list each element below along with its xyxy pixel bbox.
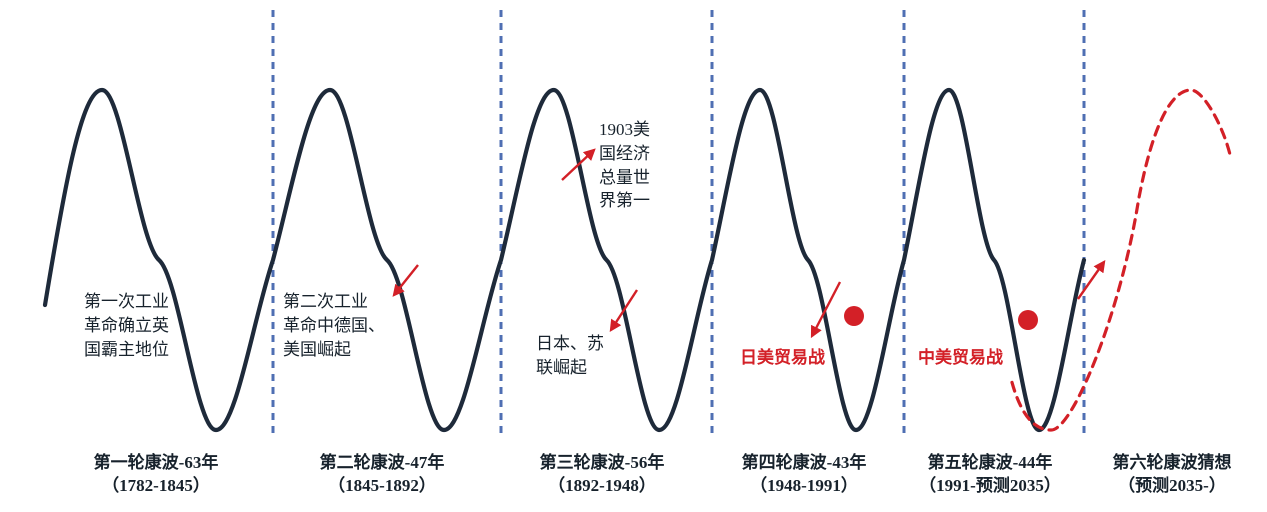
wave-title-line1: 第五轮康波-44年: [885, 452, 1095, 475]
wave-title-line2: （预测2035-）: [1067, 475, 1267, 498]
wave-title-line2: （1845-1892）: [277, 475, 487, 498]
wave-title-line2: （1782-1845）: [51, 475, 261, 498]
dot-us-jp: [844, 306, 864, 326]
chart-svg: [0, 0, 1267, 512]
dot-us-cn: [1018, 310, 1038, 330]
anno-us-cn-trade: 中美贸易战: [918, 346, 1003, 370]
wave-title-line2: （1991-预测2035）: [885, 475, 1095, 498]
anno-us-jp-trade: 日美贸易战: [740, 346, 825, 370]
wave-title-line1: 第三轮康波-56年: [497, 452, 707, 475]
wave-title-6: 第六轮康波猜想（预测2035-）: [1067, 452, 1267, 498]
projection-wave-line: [1012, 90, 1230, 430]
wave-title-5: 第五轮康波-44年（1991-预测2035）: [885, 452, 1095, 498]
wave-title-line1: 第一轮康波-63年: [51, 452, 261, 475]
kondratiev-waves-diagram: 第一轮康波-63年（1782-1845） 第二轮康波-47年（1845-1892）…: [0, 0, 1267, 512]
wave-title-3: 第三轮康波-56年（1892-1948）: [497, 452, 707, 498]
wave-title-line1: 第二轮康波-47年: [277, 452, 487, 475]
wave-title-line2: （1892-1948）: [497, 475, 707, 498]
wave-title-line1: 第六轮康波猜想: [1067, 452, 1267, 475]
anno-industrial-1: 第一次工业 革命确立英 国霸主地位: [84, 290, 169, 361]
anno-industrial-2: 第二次工业 革命中德国、 美国崛起: [283, 290, 385, 361]
wave-title-1: 第一轮康波-63年（1782-1845）: [51, 452, 261, 498]
anno-us-1903: 1903美 国经济 总量世 界第一: [599, 118, 650, 213]
wave-title-line1: 第四轮康波-43年: [699, 452, 909, 475]
wave-title-4: 第四轮康波-43年（1948-1991）: [699, 452, 909, 498]
arrow-jpussr: [611, 290, 637, 330]
wave-title-line2: （1948-1991）: [699, 475, 909, 498]
wave-title-2: 第二轮康波-47年（1845-1892）: [277, 452, 487, 498]
anno-jp-ussr: 日本、苏 联崛起: [536, 332, 604, 380]
